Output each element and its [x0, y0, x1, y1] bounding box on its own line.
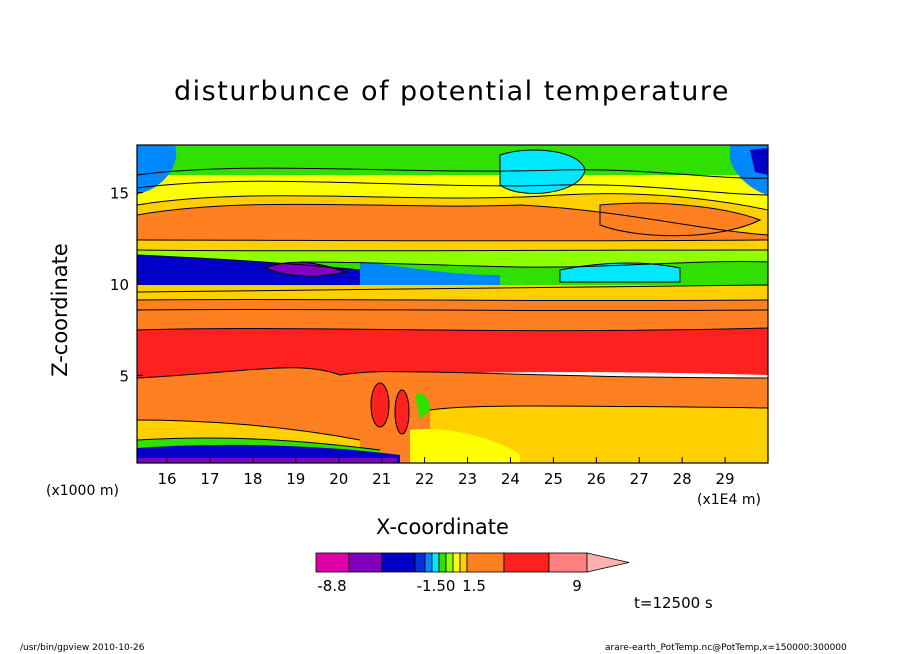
contour-line [137, 437, 381, 451]
x-tick-label: 18 [243, 470, 262, 488]
x-tick-label: 29 [716, 470, 735, 488]
topright-darkblue [750, 148, 768, 175]
colorbar-tick-label: 1.5 [462, 577, 486, 595]
x-tick-label: 28 [673, 470, 692, 488]
x-tick-label: 23 [458, 470, 477, 488]
contour-line [137, 419, 361, 441]
x-tick-label: 16 [158, 470, 177, 488]
footer-right: arare-earth_PotTemp.nc@PotTemp,x=150000:… [605, 643, 847, 653]
contour-line [599, 202, 762, 237]
colorbar-swatch [381, 552, 416, 573]
contour-line [137, 298, 768, 302]
x-tick-label: 17 [200, 470, 219, 488]
band-bottom-purple [137, 458, 397, 463]
x-axis: 16 17 18 19 20 21 22 23 24 25 26 27 28 29 [158, 457, 735, 488]
bubble-red-1 [371, 383, 389, 427]
contour-line [137, 284, 768, 293]
x-tick-label: 22 [415, 470, 434, 488]
band-green-bump [415, 393, 430, 420]
x-tick-label: 19 [286, 470, 305, 488]
x-tick-label: 20 [329, 470, 348, 488]
band-cyan-right [560, 262, 680, 282]
band-low-yellow-right [430, 405, 768, 463]
colorbar-swatch [445, 552, 454, 573]
y-tick-label: 5 [119, 367, 129, 385]
band-blue [137, 255, 360, 292]
x-unit-right: (x1E4 m) [697, 492, 761, 508]
colorbar-tick-label: -8.8 [317, 577, 346, 595]
colorbar-swatch [348, 552, 383, 573]
colorbar-swatch [431, 552, 440, 573]
colorbar-swatch [414, 552, 426, 573]
contour-line [137, 180, 768, 196]
band-red [137, 328, 768, 378]
contour-line [370, 382, 390, 428]
contour-line [499, 149, 586, 194]
band-low-lightyellow [410, 429, 520, 463]
x-tick-label: 26 [587, 470, 606, 488]
contour-line [559, 262, 681, 283]
time-label: t=12500 s [634, 594, 713, 612]
y-tick-label: 10 [110, 276, 129, 294]
contour-line [394, 389, 410, 435]
y-axis-label: Z-coordinate [48, 243, 72, 377]
band-blue-mid [360, 262, 500, 290]
plot-frame [136, 144, 769, 464]
contour-line [137, 249, 768, 252]
x-axis-label: X-coordinate [376, 515, 509, 539]
colorbar-extension-arrow [586, 552, 630, 573]
contour-line [137, 367, 768, 379]
colorbar-tick-label: -1.50 [417, 577, 456, 595]
y-tick-label: 15 [110, 185, 129, 203]
colorbar-swatch [459, 552, 468, 573]
footer-left: /usr/bin/gpview 2010-10-26 [20, 643, 145, 653]
colorbar-swatch [452, 552, 461, 573]
right-upper-orange [600, 203, 760, 236]
x-tick-label: 24 [501, 470, 520, 488]
bubble-red-2 [395, 390, 409, 434]
plot-field [137, 145, 768, 463]
x-tick-label: 27 [630, 470, 649, 488]
contour-line [137, 239, 768, 242]
contour-line [429, 405, 768, 411]
x-unit-left: (x1000 m) [46, 483, 119, 499]
contour-line [137, 203, 768, 236]
chart-title: disturbunce of potential temperature [174, 76, 730, 107]
x-tick-label: 21 [372, 470, 391, 488]
colorbar-swatch [424, 552, 433, 573]
colorbar-swatch [438, 552, 447, 573]
contour-line [137, 308, 768, 312]
colorbar: -8.8 -1.50 1.5 9 [315, 552, 630, 595]
band-lower-orange [137, 300, 768, 330]
colorbar-swatch [315, 552, 350, 573]
colorbar-swatch [466, 552, 505, 573]
cyan-patch [500, 150, 585, 194]
x-tick-label: 25 [544, 470, 563, 488]
colorbar-tick-label: 9 [572, 577, 582, 595]
colorbar-swatch [548, 552, 588, 573]
y-axis: 5 10 15 [110, 185, 143, 385]
contour-line [137, 193, 768, 211]
topleft-blue [137, 145, 177, 195]
contour-line [137, 327, 768, 332]
colorbar-swatch [503, 552, 550, 573]
contour-line [137, 167, 768, 179]
contour-line [263, 261, 347, 277]
